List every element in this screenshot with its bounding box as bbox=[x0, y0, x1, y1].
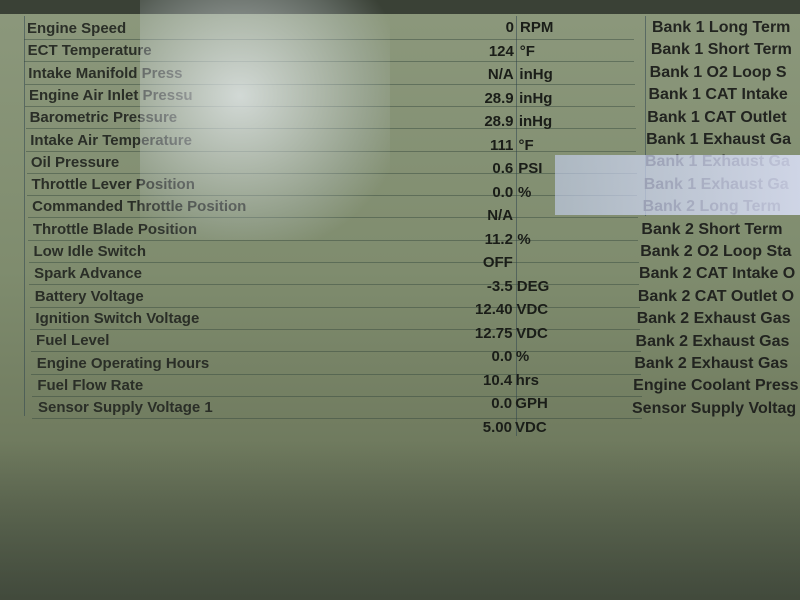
right-parameter-label: Bank 2 Exhaust Gas bbox=[634, 355, 789, 372]
row-divider bbox=[28, 262, 639, 263]
row-divider bbox=[31, 373, 642, 375]
column-divider bbox=[645, 16, 646, 216]
parameter-value: N/A bbox=[487, 66, 514, 83]
parameter-unit: °F bbox=[518, 136, 534, 154]
parameter-unit: inHg bbox=[518, 113, 553, 130]
right-parameter-label: Bank 2 CAT Outlet O bbox=[637, 287, 795, 305]
parameter-value: -3.5 bbox=[486, 277, 513, 295]
right-parameter-label: Bank 2 CAT Intake O bbox=[639, 265, 796, 283]
parameter-unit: VDC bbox=[516, 324, 548, 342]
parameter-label: Low Idle Switch bbox=[33, 243, 146, 260]
right-parameter-label: Bank 1 Exhaust Ga bbox=[646, 131, 792, 148]
screen-glare bbox=[140, 0, 390, 240]
parameter-unit: % bbox=[515, 348, 530, 365]
parameter-label: Spark Advance bbox=[34, 265, 142, 283]
right-parameter-label: Bank 1 CAT Intake bbox=[648, 86, 788, 104]
row-divider bbox=[29, 306, 640, 308]
parameter-value: 10.4 bbox=[483, 371, 513, 389]
right-parameter-label: Bank 2 Exhaust Gas bbox=[636, 310, 791, 328]
right-parameter-label: Engine Coolant Press bbox=[633, 377, 799, 395]
right-parameter-label: Bank 1 Long Term bbox=[652, 19, 791, 36]
parameter-label: Oil Pressure bbox=[30, 153, 120, 171]
right-parameter-label: Bank 2 O2 Loop Sta bbox=[640, 243, 792, 260]
parameter-value: 12.75 bbox=[474, 324, 513, 342]
parameter-value: OFF bbox=[482, 254, 513, 271]
parameter-value: 111 bbox=[490, 136, 514, 154]
right-parameter-label: Bank 1 O2 Loop S bbox=[649, 63, 787, 81]
parameter-value: 0.0 bbox=[491, 395, 513, 412]
parameter-unit: GPH bbox=[515, 395, 548, 412]
parameter-label: Ignition Switch Voltage bbox=[35, 309, 200, 327]
row-divider bbox=[30, 351, 641, 353]
parameter-unit: RPM bbox=[520, 19, 554, 36]
parameter-value: 12.40 bbox=[475, 301, 513, 318]
right-parameter-label: Bank 1 CAT Outlet bbox=[647, 108, 787, 126]
screen-lower-area bbox=[0, 440, 800, 600]
parameter-unit: inHg bbox=[519, 89, 553, 107]
parameter-label: Fuel Level bbox=[36, 332, 110, 350]
parameter-unit: DEG bbox=[516, 277, 550, 295]
column-divider bbox=[516, 16, 517, 436]
parameter-unit: °F bbox=[519, 42, 535, 60]
parameter-label: Sensor Supply Voltage 1 bbox=[38, 399, 213, 417]
parameter-unit: VDC bbox=[516, 301, 549, 318]
parameter-value: 5.00 bbox=[482, 418, 512, 436]
window-top-bar bbox=[0, 0, 800, 14]
parameter-unit: hrs bbox=[515, 371, 539, 389]
column-divider bbox=[24, 16, 25, 416]
row-divider bbox=[32, 418, 642, 420]
parameter-unit: PSI bbox=[518, 160, 543, 177]
row-divider bbox=[29, 284, 640, 286]
right-parameter-label: Bank 2 Short Term bbox=[641, 220, 783, 238]
parameter-unit: % bbox=[517, 183, 532, 201]
right-parameter-label: Bank 2 Exhaust Gas bbox=[635, 332, 790, 350]
row-divider bbox=[28, 239, 639, 241]
parameter-value: 0.0 bbox=[492, 183, 514, 201]
right-parameter-label: Bank 1 Short Term bbox=[650, 41, 792, 59]
screen-glare bbox=[555, 155, 800, 215]
parameter-value: 11.2 bbox=[484, 230, 513, 248]
parameter-label: Fuel Flow Rate bbox=[37, 376, 144, 394]
row-divider bbox=[31, 395, 642, 397]
parameter-value: 28.9 bbox=[484, 113, 514, 130]
parameter-unit: inHg bbox=[519, 66, 553, 83]
parameter-unit: VDC bbox=[515, 418, 547, 436]
parameter-value: 28.9 bbox=[484, 89, 514, 107]
parameter-label: Battery Voltage bbox=[34, 287, 144, 305]
row-divider bbox=[30, 328, 641, 330]
parameter-label: ECT Temperature bbox=[27, 42, 152, 60]
parameter-value: 0.6 bbox=[492, 160, 514, 177]
parameter-unit: % bbox=[517, 230, 531, 248]
right-parameter-label: Sensor Supply Voltag bbox=[632, 399, 797, 417]
parameter-label: Engine Operating Hours bbox=[36, 354, 210, 372]
parameter-value: N/A bbox=[487, 207, 514, 224]
parameter-value: 0 bbox=[505, 19, 514, 36]
parameter-value: 124 bbox=[488, 42, 514, 60]
parameter-label: Engine Speed bbox=[27, 20, 127, 37]
parameter-value: 0.0 bbox=[491, 348, 513, 365]
